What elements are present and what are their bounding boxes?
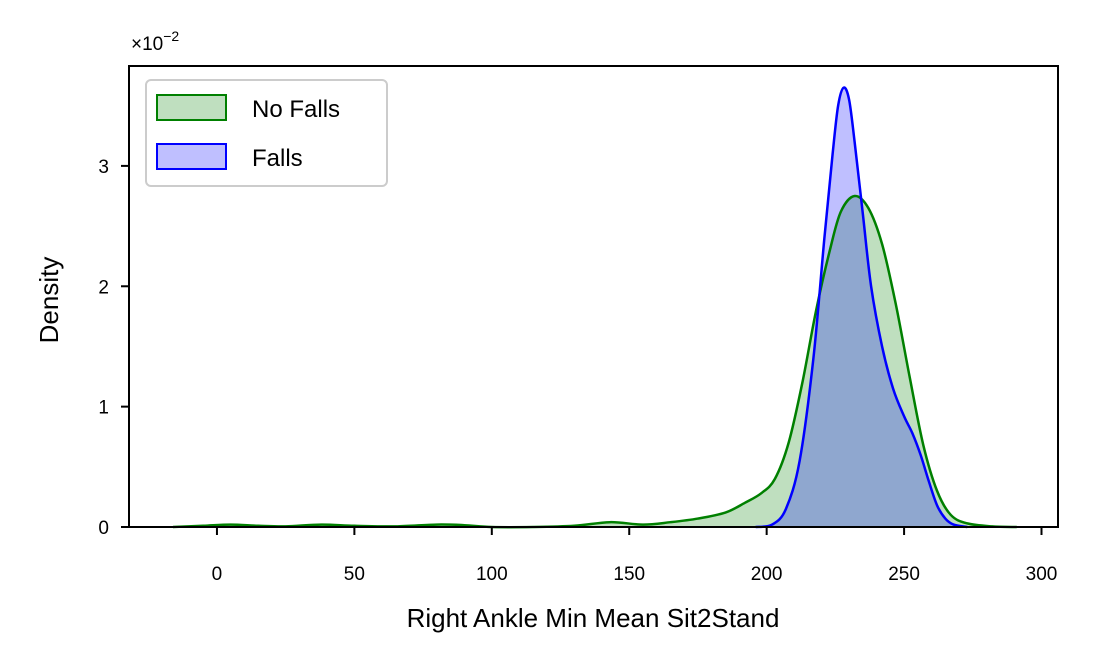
- y-tick-label: 2: [98, 277, 109, 298]
- x-tick-label: 150: [613, 564, 645, 585]
- legend-swatch-no-falls: [156, 94, 227, 121]
- plot-lines: [172, 86, 1017, 529]
- x-tick-label: 250: [888, 564, 920, 585]
- x-tick-label: 50: [344, 564, 365, 585]
- legend-label-no-falls: No Falls: [252, 96, 340, 123]
- plot-frame: [128, 65, 1059, 528]
- x-tick-label: 100: [476, 564, 508, 585]
- x-tick-label: 200: [751, 564, 783, 585]
- legend: No Falls Falls: [145, 79, 388, 187]
- density-line-no-falls: [172, 194, 1017, 529]
- legend-label-falls: Falls: [252, 145, 303, 172]
- y-axis-ticks: 0 1 2 3: [98, 157, 129, 539]
- y-tick-label: 0: [98, 518, 109, 539]
- y-offset-label: ×10−2: [131, 28, 179, 55]
- y-axis-label: Density: [34, 257, 64, 344]
- x-tick-label: 0: [212, 564, 223, 585]
- x-axis-ticks: 0 50 100 150 200 250 300: [212, 527, 1058, 585]
- area-fill-no-falls: [172, 195, 1017, 528]
- x-tick-label: 300: [1026, 564, 1058, 585]
- plot-fills: [172, 87, 1017, 528]
- area-fill-falls: [755, 87, 968, 528]
- density-line-falls: [755, 86, 968, 529]
- y-tick-label: 1: [98, 398, 109, 419]
- legend-box: [145, 79, 388, 187]
- y-tick-label: 3: [98, 157, 109, 178]
- x-axis-label: Right Ankle Min Mean Sit2Stand: [407, 603, 780, 633]
- legend-swatch-falls: [156, 143, 227, 170]
